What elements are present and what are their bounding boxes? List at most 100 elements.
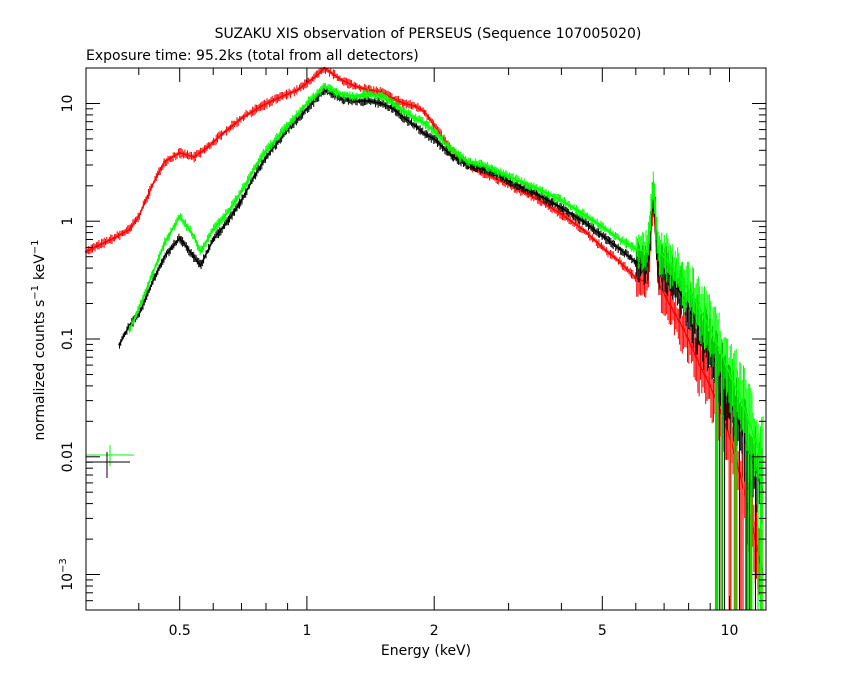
x-tick-label: 1 [302, 623, 311, 639]
series-0-point [698, 363, 701, 367]
series-2-point [286, 124, 289, 127]
series-0-point [413, 104, 416, 108]
series-0-point [163, 160, 166, 163]
series-2-point [698, 307, 701, 311]
series-1-point [253, 175, 256, 178]
series-2-point [403, 110, 406, 114]
series-2-point [163, 242, 166, 245]
x-tick-label: 0.5 [169, 623, 191, 639]
series-0-point [314, 75, 318, 78]
series-0-line [85, 67, 764, 575]
series-1-point [240, 199, 243, 202]
y-axis-label-exp1: −1 [30, 285, 41, 300]
series-0-point [137, 215, 140, 218]
series-1-point [367, 99, 370, 103]
series-1-point [450, 154, 453, 157]
y-tick-label: 10−3 [58, 558, 76, 591]
y-axis-label-unit: keV [32, 254, 48, 280]
series-2-point [657, 250, 660, 253]
x-tick-labels: 0.5 1 2 5 10 [169, 623, 739, 639]
series-1-point [618, 247, 621, 251]
series-1-point [199, 264, 202, 267]
series-1-point [178, 236, 181, 240]
series-layer [84, 66, 765, 610]
series-2-point [728, 373, 731, 376]
series-2-point [392, 102, 395, 105]
y-tick-labels: 10−3 0.01 0.1 1 10 [58, 95, 76, 591]
series-0-point [113, 236, 116, 240]
series-2-point [413, 117, 416, 120]
series-2-point [423, 122, 426, 125]
series-1-point [433, 137, 436, 141]
series-0-point [433, 124, 436, 127]
series-2-point [212, 228, 215, 231]
series-0-point [221, 132, 224, 136]
series-1-point [264, 155, 268, 159]
series-1-point [560, 206, 563, 209]
series-1-point [118, 343, 121, 346]
series-2-point [380, 95, 383, 98]
series-0-point [423, 110, 426, 114]
series-0-point [178, 151, 181, 155]
series-1-point [163, 255, 166, 258]
series-0-point [601, 246, 604, 249]
series-1-point [137, 313, 140, 317]
series-0-point [682, 328, 686, 331]
series-2-point [682, 281, 686, 284]
series-2-point [754, 438, 757, 441]
series-2-point [178, 215, 181, 218]
series-2-point [367, 92, 370, 96]
series-2-point [240, 190, 243, 193]
series-0-point [205, 146, 209, 149]
y-axis-label: normalized counts s−1keV−1 [30, 239, 48, 440]
series-1-errorbars [119, 86, 764, 610]
series-0-point [353, 85, 357, 88]
series-1-point [737, 420, 740, 423]
series-2-point [226, 210, 230, 214]
series-2-point [737, 391, 740, 394]
series-2-point [339, 92, 342, 96]
series-2-point [634, 247, 637, 251]
series-2-point [745, 415, 749, 418]
series-0-point [668, 302, 671, 305]
series-2-point [560, 199, 563, 202]
x-tick-label: 10 [721, 623, 739, 639]
series-0-point [240, 117, 243, 120]
series-0-point [260, 104, 263, 108]
series-2-point [494, 169, 498, 172]
series-1-point [380, 102, 383, 105]
x-tick-label: 2 [430, 623, 439, 639]
series-0 [84, 66, 765, 610]
series-2-point [535, 187, 538, 190]
series-2-point [652, 184, 655, 187]
series-0-point [339, 78, 342, 81]
series-1-point [212, 238, 215, 241]
series-2-point [264, 149, 268, 152]
axis-ticks [85, 67, 766, 611]
y-axis-label-exp2: −1 [30, 239, 41, 254]
series-2-point [433, 130, 436, 133]
series-1-point [323, 88, 326, 92]
y-tick-label: 1 [60, 217, 76, 226]
series-1-point [392, 107, 395, 111]
series-2-point [709, 328, 712, 331]
series-1-point [481, 167, 484, 170]
series-2-point [128, 328, 131, 331]
series-2-point [601, 225, 604, 228]
series-1-point [403, 117, 406, 120]
series-1-point [535, 192, 538, 196]
series-1-point [192, 255, 196, 258]
series-2-point [450, 149, 453, 152]
series-1-point [423, 132, 426, 136]
series-2-point [581, 212, 585, 216]
series-2-point [137, 307, 140, 311]
series-0-point [192, 155, 196, 159]
series-0-point [128, 228, 131, 231]
series-2-point [618, 238, 621, 241]
series-0-point [618, 260, 621, 264]
y-tick-label: 10 [60, 95, 76, 113]
series-0-point [403, 102, 406, 105]
series-2-point [507, 175, 510, 178]
y-tick-label: 0.1 [60, 328, 76, 350]
